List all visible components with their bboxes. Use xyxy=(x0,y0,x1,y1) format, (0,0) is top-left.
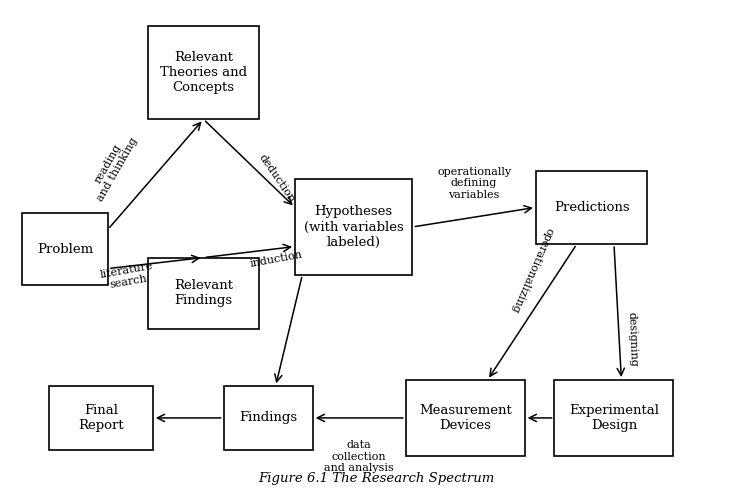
Text: Findings: Findings xyxy=(239,411,297,424)
Text: data
collection
and analysis: data collection and analysis xyxy=(324,440,394,473)
Text: Hypotheses
(with variables
labeled): Hypotheses (with variables labeled) xyxy=(304,206,404,249)
Text: designing: designing xyxy=(626,312,638,367)
Bar xyxy=(554,380,674,456)
Text: Experimental
Design: Experimental Design xyxy=(569,404,659,432)
Bar xyxy=(148,257,259,329)
Bar xyxy=(23,214,108,284)
Text: deduction: deduction xyxy=(256,153,296,205)
Text: Relevant
Theories and
Concepts: Relevant Theories and Concepts xyxy=(160,51,247,94)
Text: reading
and thinking: reading and thinking xyxy=(86,130,140,203)
Bar xyxy=(49,386,153,450)
Text: Figure 6.1 The Research Spectrum: Figure 6.1 The Research Spectrum xyxy=(258,472,494,485)
Text: literature
search: literature search xyxy=(99,261,156,291)
Bar xyxy=(148,26,259,119)
Bar xyxy=(223,386,313,450)
Text: Relevant
Findings: Relevant Findings xyxy=(174,279,233,307)
Text: operationalizing: operationalizing xyxy=(509,226,554,314)
Text: Problem: Problem xyxy=(37,243,93,255)
Text: operationally
defining
variables: operationally defining variables xyxy=(437,167,511,200)
Bar xyxy=(536,171,647,244)
Text: induction: induction xyxy=(249,250,304,269)
Text: Predictions: Predictions xyxy=(554,201,629,214)
Bar xyxy=(295,179,412,275)
Text: Final
Report: Final Report xyxy=(78,404,123,432)
Text: Measurement
Devices: Measurement Devices xyxy=(419,404,511,432)
Bar xyxy=(406,380,525,456)
